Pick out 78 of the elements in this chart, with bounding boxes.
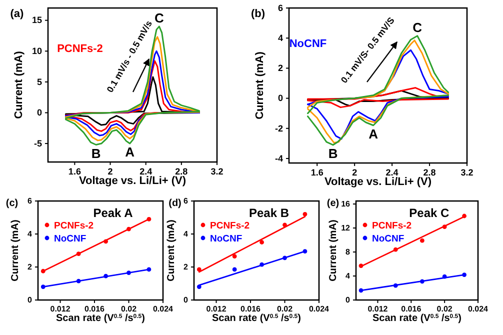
x-tick-label: 1.6	[68, 166, 81, 176]
y-tick-label: 0	[36, 108, 42, 118]
y-tick-label: 12	[341, 224, 351, 233]
annotation: B	[328, 146, 338, 161]
annotation: C	[412, 20, 423, 35]
y-axis-title: Current (mA)	[13, 50, 25, 119]
y-tick-label: 0	[28, 296, 33, 305]
x-tick-label: 0.02	[436, 304, 453, 314]
legend-label: NoCNF	[210, 234, 242, 244]
y-tick-label: 10	[32, 46, 42, 56]
chart-title: Peak B	[248, 206, 290, 220]
annotation: PCNFs-2	[57, 43, 103, 55]
annotation: A	[125, 144, 136, 160]
x-tick-label: 3.2	[210, 166, 224, 176]
text: (b)	[250, 8, 266, 20]
y-tick-label: 6	[28, 196, 33, 206]
annotation: A	[368, 126, 379, 142]
x-tick-label: 0.02	[276, 304, 294, 314]
x-tick-label: 2.4	[140, 166, 152, 176]
text: (c)	[6, 198, 18, 209]
legend-label: PCNFs-2	[54, 220, 94, 232]
x-tick-label: 0.012	[206, 304, 227, 314]
y-tick-label: 6	[278, 2, 283, 13]
y-tick-label: -2	[274, 123, 283, 134]
y-tick-label: 2	[184, 262, 189, 272]
text: (a)	[10, 8, 24, 20]
y-axis-title: Current (mA)	[254, 51, 266, 120]
x-tick-label: 3.2	[460, 167, 474, 178]
x-axis-title: Scan rate (V$^{0.5}$ /s$^{0.5}$)	[212, 313, 301, 324]
y-tick-label: 16	[341, 200, 351, 209]
legend-label: PCNFs-2	[372, 220, 412, 232]
chart-title: Peak C	[409, 206, 450, 220]
y-tick-label: 6	[184, 196, 189, 206]
y-tick-label: 4	[28, 230, 33, 239]
y-tick-label: 0	[278, 93, 283, 104]
legend-label: NoCNF	[54, 234, 86, 244]
chart-title: Peak A	[93, 206, 134, 220]
x-tick-label: 2.8	[423, 167, 436, 178]
y-tick-label: 4	[184, 230, 189, 239]
x-axis-title: Scan rate (V$^{0.5}$ /s$^{0.5}$)	[56, 313, 145, 324]
annotation: NoCNF	[289, 38, 327, 50]
y-axis-title: Current (mA)	[328, 220, 339, 282]
x-tick-label: 0.024	[308, 304, 330, 314]
annotation: B	[91, 146, 101, 161]
legend-label: PCNFs-2	[210, 220, 250, 232]
y-axis-title: Current (mA)	[10, 220, 21, 282]
annotation: C	[154, 10, 164, 26]
text: (d)	[168, 198, 182, 209]
y-tick-label: 2	[278, 63, 283, 74]
x-tick-label: 2.8	[175, 166, 188, 176]
legend-label: NoCNF	[372, 234, 404, 244]
x-axis-title: Scan rate (V$^{0.5}$ /s$^{0.5}$)	[372, 313, 462, 324]
text: (e)	[326, 198, 340, 209]
x-tick-label: 0.024	[152, 304, 174, 314]
x-axis-title: Voltage vs. Li/Li+ (V)	[324, 176, 432, 188]
x-tick-label: 0.012	[50, 304, 71, 314]
x-axis-title: Voltage vs. Li/Li+ (V)	[78, 175, 186, 187]
x-tick-label: 0.016	[401, 304, 422, 314]
x-tick-label: 2.4	[386, 167, 398, 178]
y-tick-label: 4	[278, 32, 283, 43]
y-tick-label: -4	[274, 153, 283, 164]
y-tick-label: 8	[346, 248, 351, 257]
x-tick-label: 0.016	[240, 304, 262, 314]
y-tick-label: -5	[34, 138, 42, 148]
y-tick-label: 5	[36, 76, 42, 87]
x-tick-label: 0.02	[120, 304, 138, 314]
y-tick-label: 0	[184, 296, 189, 305]
x-tick-label: 1.6	[310, 167, 324, 178]
y-tick-label: 15	[32, 15, 42, 26]
y-tick-label: 2	[28, 262, 33, 272]
y-axis-title: Current (mA)	[166, 220, 177, 282]
y-tick-label: 0	[346, 296, 351, 305]
y-tick-label: 4	[346, 272, 351, 281]
x-tick-label: 0.024	[468, 304, 489, 314]
x-tick-label: 0.016	[84, 304, 106, 314]
x-tick-label: 2	[352, 167, 358, 178]
x-tick-label: 2	[108, 166, 113, 176]
x-tick-label: 0.012	[368, 304, 388, 314]
